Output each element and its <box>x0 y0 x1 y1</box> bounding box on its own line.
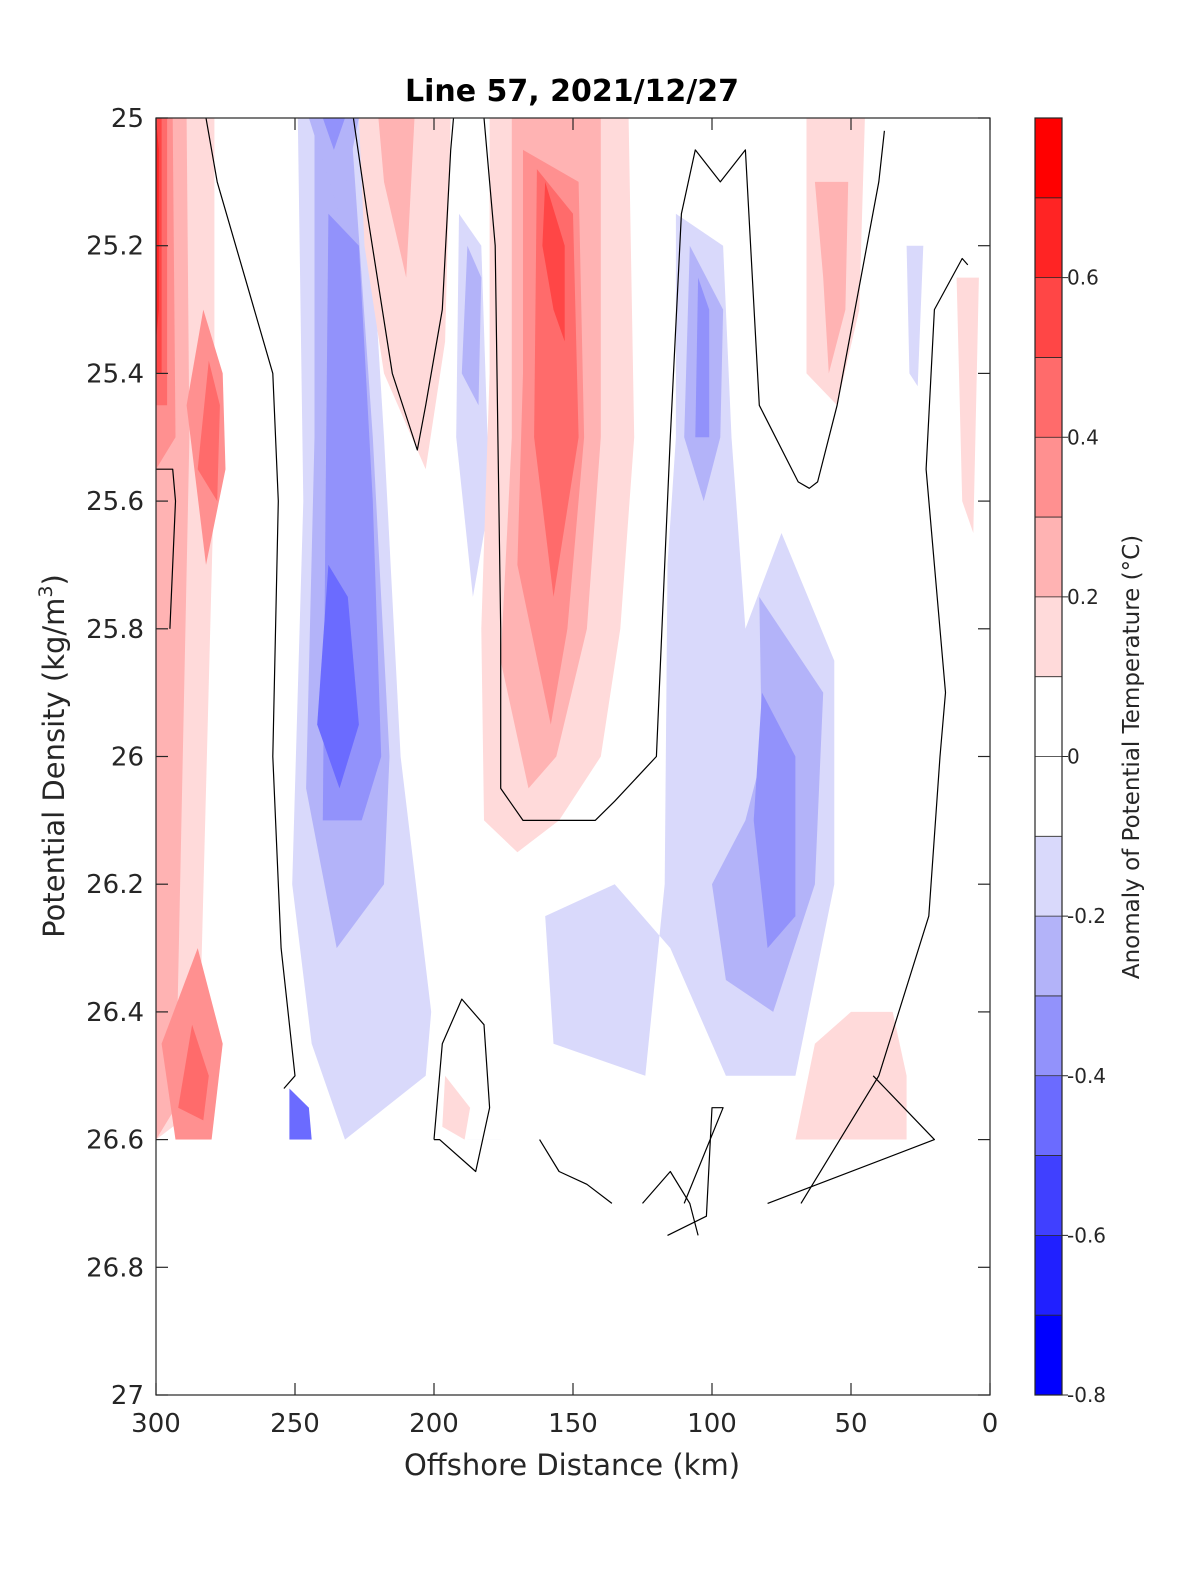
colorbar-swatch <box>1035 596 1062 678</box>
contour-region-14 <box>308 118 359 214</box>
colorbar-swatch <box>1035 836 1062 917</box>
contour-region-17 <box>378 118 415 278</box>
contour-region-9 <box>178 1024 209 1121</box>
contour-fill-layer <box>156 118 990 1395</box>
colorbar-tick-label: 0.2 <box>1067 585 1099 609</box>
colorbar-tick-label: -0.2 <box>1067 904 1106 928</box>
contour-region-23 <box>534 169 579 597</box>
colorbar-tick-label: -0.6 <box>1067 1223 1106 1247</box>
colorbar-tick-label: -0.4 <box>1067 1064 1106 1088</box>
contour-region-16 <box>358 118 451 470</box>
contour-region-31 <box>814 181 849 374</box>
zero-contour-line-5 <box>433 998 491 1173</box>
contour-region-13 <box>317 564 359 789</box>
zero-contour-line-4 <box>800 257 969 1204</box>
y-tick-label: 25.6 <box>86 487 144 517</box>
zero-contour-line-8 <box>642 1170 699 1236</box>
colorbar-tick-label: 0 <box>1067 745 1080 769</box>
y-axis: 25 25.2 25.4 25.6 25.8 26 26.2 26.4 26.6 26.8 27 <box>86 104 990 1411</box>
colorbar-tick-label: 0.4 <box>1067 425 1099 449</box>
y-tick-label: 26.8 <box>86 1253 144 1283</box>
colorbar-swatch <box>1035 118 1062 199</box>
colorbar-swatch <box>1035 756 1062 837</box>
contour-region-19 <box>461 245 482 406</box>
masked-region-0 <box>156 1139 990 1395</box>
x-tick-label: 50 <box>834 1409 867 1439</box>
contour-region-15 <box>322 118 345 150</box>
x-axis: 300 250 200 150 100 50 0 <box>131 118 998 1439</box>
y-tick-label: 25.4 <box>86 359 144 389</box>
y-tick-label: 26.6 <box>86 1126 144 1156</box>
contour-region-24 <box>542 181 565 342</box>
y-axis-label: Potential Density (kg/m3) <box>35 574 71 938</box>
y-tick-label: 25.8 <box>86 615 144 645</box>
colorbar-swatch <box>1035 916 1062 997</box>
contour-region-7 <box>197 360 220 502</box>
colorbar: -0.8 -0.6 -0.4 -0.2 0 0.2 0.4 0.6 <box>1034 117 1106 1407</box>
y-tick-label: 26.2 <box>86 870 144 900</box>
y-tick-label: 25 <box>111 104 144 134</box>
x-tick-label: 100 <box>687 1409 737 1439</box>
contour-region-33 <box>795 1011 907 1140</box>
chart-title: Line 57, 2021/12/27 <box>405 74 739 109</box>
contour-region-29 <box>753 692 796 949</box>
x-tick-label: 300 <box>131 1409 181 1439</box>
colorbar-swatch <box>1035 357 1062 438</box>
zero-contour-line-3 <box>483 118 885 822</box>
contour-line-layer <box>156 118 969 1236</box>
x-axis-label: Offshore Distance (km) <box>404 1448 740 1482</box>
contour-region-32 <box>956 277 979 533</box>
x-tick-label: 200 <box>409 1409 459 1439</box>
colorbar-swatch <box>1035 1235 1062 1316</box>
colorbar-tick-label: -0.8 <box>1067 1383 1106 1407</box>
y-axis-label-close: ) <box>37 574 71 585</box>
x-tick-label: 0 <box>982 1409 999 1439</box>
x-tick-label: 250 <box>270 1409 320 1439</box>
colorbar-tick-label: 0.6 <box>1067 266 1099 290</box>
y-tick-label: 27 <box>111 1381 144 1411</box>
colorbar-swatch <box>1035 437 1062 518</box>
contour-region-34 <box>906 245 924 387</box>
colorbar-swatch <box>1035 1315 1062 1396</box>
contour-region-5 <box>156 118 159 342</box>
y-tick-label: 26.4 <box>86 998 144 1028</box>
zero-contour-line-6 <box>539 1139 613 1204</box>
contour-region-39 <box>289 1088 312 1140</box>
contour-region-40 <box>442 1075 471 1140</box>
contour-region-27 <box>695 277 710 438</box>
zero-contour-line-7 <box>667 1107 724 1236</box>
colorbar-swatch <box>1035 277 1062 358</box>
y-tick-label: 26 <box>111 743 144 773</box>
zero-contour-line-1 <box>205 118 296 1089</box>
zero-contour-line-0 <box>156 468 177 629</box>
colorbar-label: Anomaly of Potential Temperature (°C) <box>1119 535 1145 979</box>
zero-contour-line-9 <box>767 1075 936 1204</box>
colorbar-swatch <box>1035 995 1062 1077</box>
x-tick-label: 150 <box>548 1409 598 1439</box>
contour-region-18 <box>456 213 490 597</box>
colorbar-swatch <box>1035 1075 1062 1157</box>
colorbar-swatch <box>1035 517 1062 598</box>
colorbar-swatch <box>1035 1155 1062 1236</box>
y-axis-label-main: Potential Density (kg/m <box>37 598 71 938</box>
y-tick-label: 25.2 <box>86 232 144 262</box>
colorbar-swatch <box>1035 197 1062 279</box>
colorbar-swatch <box>1035 676 1062 757</box>
zero-contour-line-2 <box>352 118 455 451</box>
y-axis-label-superscript: 3 <box>35 585 57 597</box>
